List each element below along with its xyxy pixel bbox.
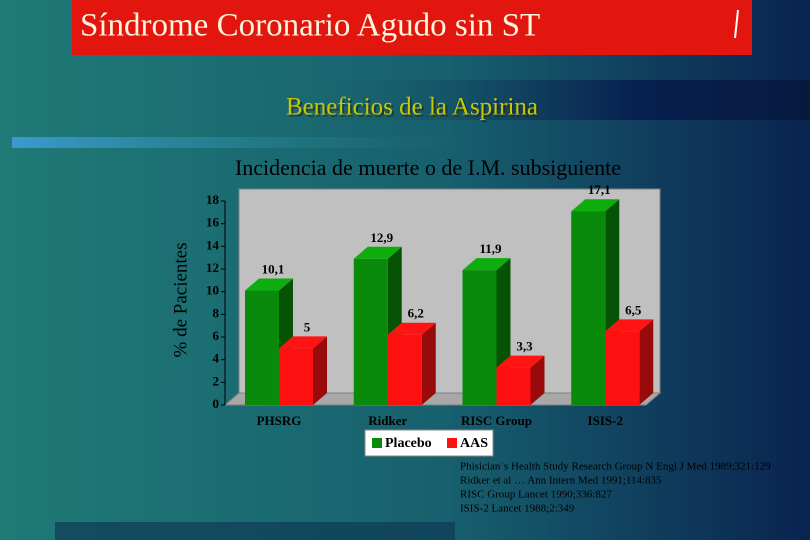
reference: Ridker et al … Ann Intern Med 1991;114:8… bbox=[460, 475, 662, 487]
y-tick-label: 4 bbox=[213, 351, 220, 366]
bar bbox=[605, 331, 640, 405]
references: Phisician´s Health Study Research Group … bbox=[460, 461, 771, 515]
bar bbox=[387, 334, 422, 405]
bar-side bbox=[421, 322, 436, 405]
reference: Phisician´s Health Study Research Group … bbox=[460, 461, 771, 473]
bar bbox=[353, 258, 388, 405]
value-label: 5 bbox=[304, 319, 311, 334]
value-label: 6,5 bbox=[625, 302, 642, 317]
legend-items: Placebo AAS bbox=[372, 436, 488, 451]
bar bbox=[279, 348, 313, 405]
legend-swatch bbox=[447, 438, 457, 448]
value-label: 11,9 bbox=[479, 241, 502, 256]
x-tick-label: PHSRG bbox=[257, 413, 302, 428]
reference: RISC Group Lancet 1990;336:827 bbox=[460, 489, 612, 501]
decor-band bbox=[230, 80, 810, 120]
bar bbox=[245, 290, 279, 405]
y-tick-label: 6 bbox=[213, 328, 220, 343]
y-tick-label: 18 bbox=[206, 192, 220, 207]
legend bbox=[364, 429, 494, 457]
bar-top bbox=[353, 246, 402, 259]
bar-top bbox=[245, 278, 293, 291]
reference: ISIS-2 Lancet 1988;2:349 bbox=[460, 503, 575, 515]
value-label: 12,9 bbox=[370, 230, 393, 245]
bar bbox=[462, 270, 497, 405]
legend-swatch bbox=[372, 438, 382, 448]
subtitle: Beneficios de la Aspirina bbox=[286, 94, 538, 121]
y-tick-label: 14 bbox=[206, 237, 220, 252]
bar-side bbox=[639, 319, 654, 405]
chart-title: Incidencia de muerte o de I.M. subsiguie… bbox=[235, 155, 621, 180]
slide-title: Síndrome Coronario Agudo sin ST bbox=[80, 8, 540, 44]
legend-label: AAS bbox=[460, 436, 488, 451]
y-tick-label: 16 bbox=[206, 215, 220, 230]
bar-side bbox=[530, 355, 545, 405]
x-tick-label: RISC Group bbox=[461, 413, 532, 428]
bar-top bbox=[605, 319, 654, 332]
value-label: 3,3 bbox=[516, 339, 533, 354]
bar bbox=[571, 211, 606, 405]
decor-band bbox=[12, 137, 467, 148]
value-label: 17,1 bbox=[588, 182, 611, 197]
bar-side bbox=[313, 336, 327, 405]
y-tick-label: 8 bbox=[213, 305, 220, 320]
y-tick-label: 10 bbox=[206, 283, 219, 298]
y-tick-label: 0 bbox=[213, 396, 220, 411]
x-tick-label: Ridker bbox=[368, 413, 407, 428]
bar-top bbox=[571, 199, 620, 212]
x-tick-label: ISIS-2 bbox=[588, 413, 623, 428]
y-axis-label: % de Pacientes bbox=[170, 242, 191, 357]
value-label: 6,2 bbox=[408, 306, 424, 321]
bar bbox=[496, 367, 531, 405]
bar-top bbox=[387, 322, 436, 335]
plot: 0 2 4 6 8 10 12 14 16 18 PHSRG 10,1 5 Ridker 12,9 6,2 RI… bbox=[206, 182, 662, 428]
y-tick-label: 12 bbox=[206, 260, 219, 275]
legend-label: Placebo bbox=[385, 436, 432, 451]
value-label: 10,1 bbox=[262, 262, 285, 277]
title-box bbox=[72, 0, 752, 55]
bar-top bbox=[279, 336, 327, 349]
decor-band bbox=[55, 522, 455, 540]
bar-top bbox=[496, 355, 545, 368]
subtitle-shadow: Beneficios de la Aspirina bbox=[288, 96, 540, 123]
y-tick-label: 2 bbox=[213, 373, 220, 388]
bar-top bbox=[462, 258, 511, 271]
decor-line bbox=[734, 9, 739, 39]
